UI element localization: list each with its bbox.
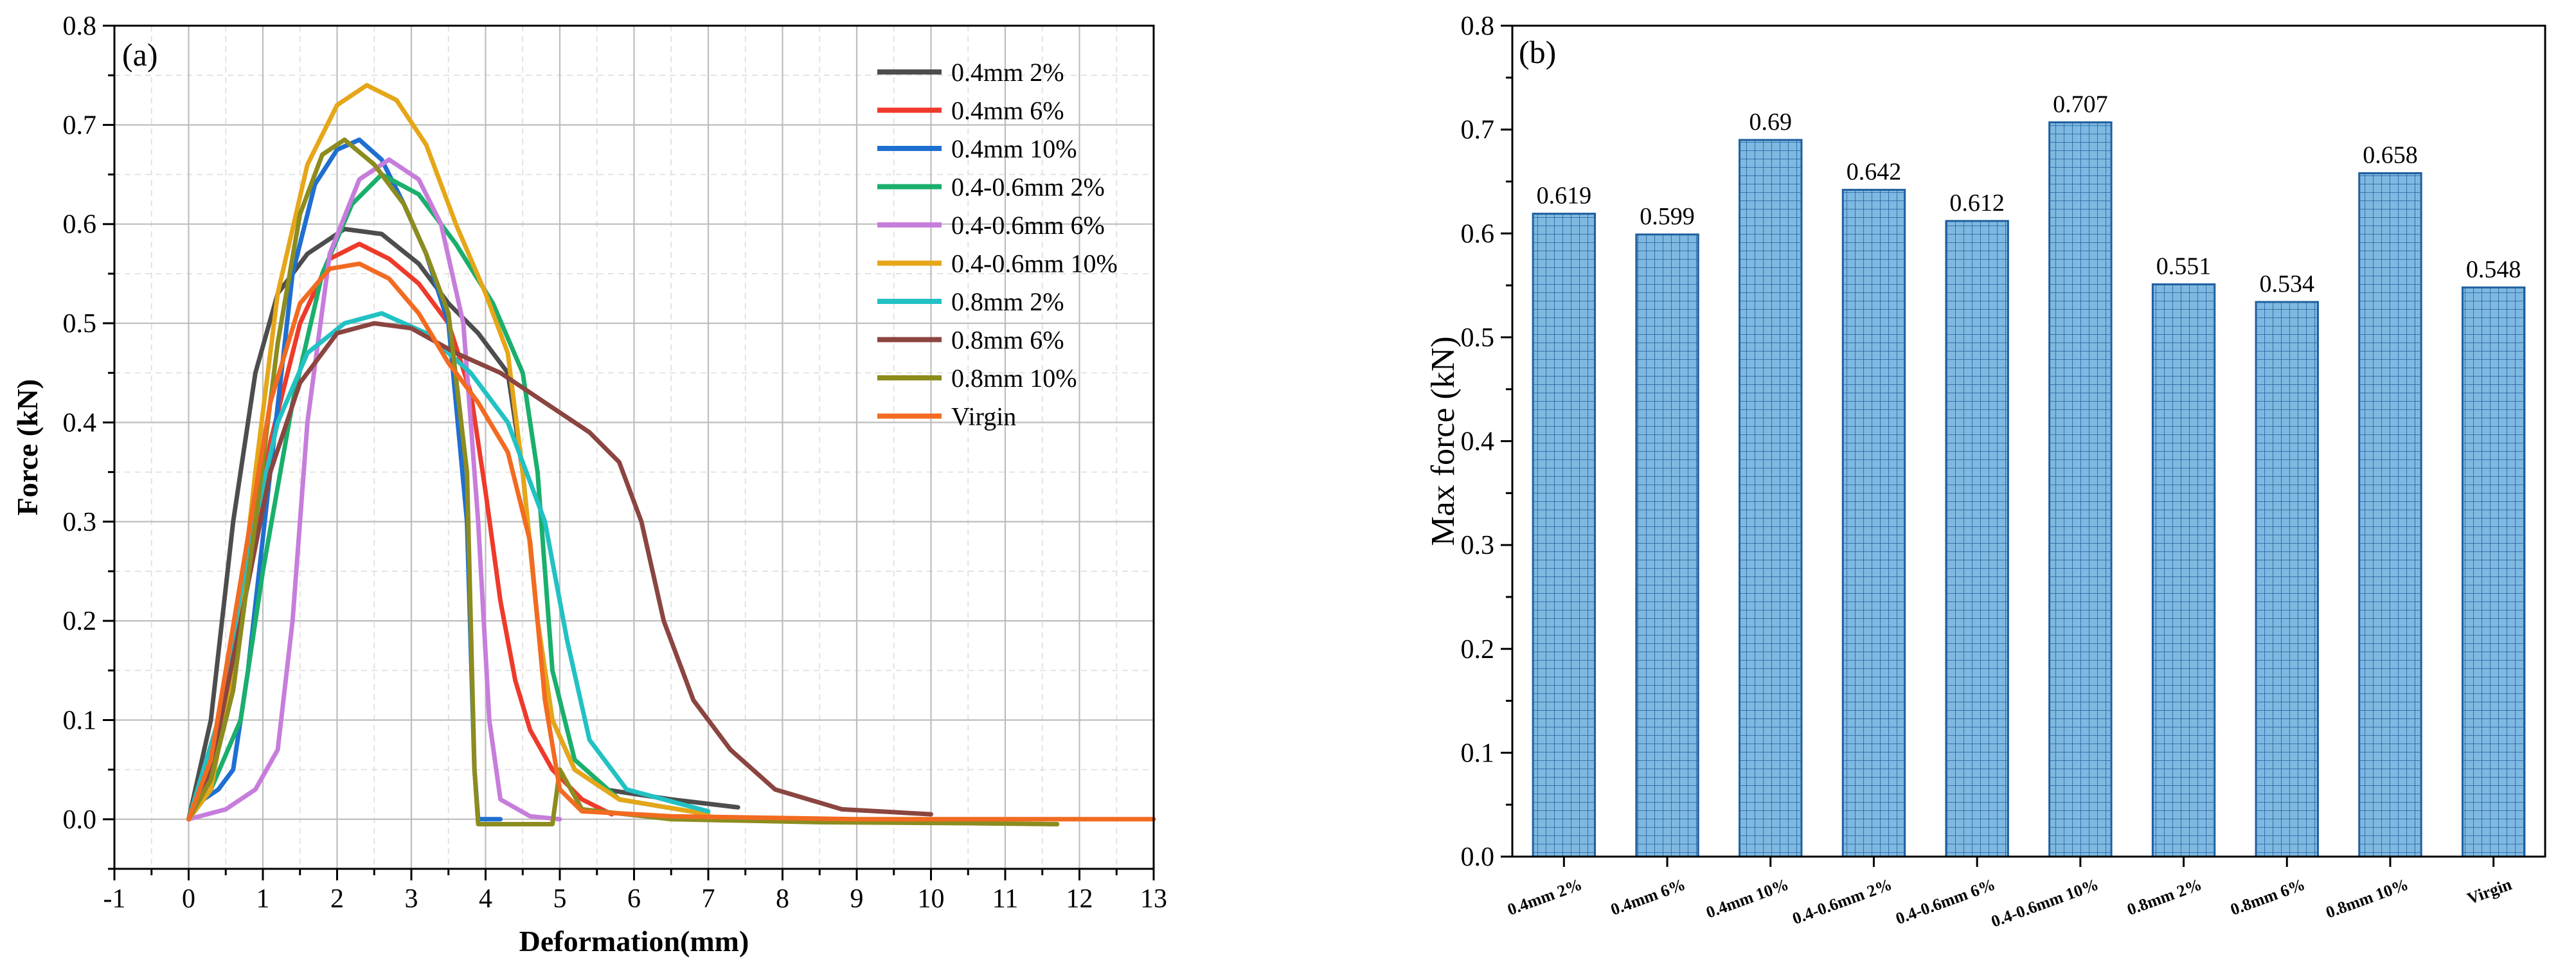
chart-a-x-tick-label: 3 (405, 884, 418, 914)
chart-a-x-tick-label: 8 (776, 884, 789, 914)
chart-b-bars: 0.619 0.599 0.69 0.642 0.612 0.707 0.551 0.534 0… (1532, 91, 2526, 858)
chart-a-y-tick-label: 0.1 (63, 706, 97, 735)
chart-b-bar-2 (1739, 139, 1803, 858)
chart-b-bar-6 (2151, 283, 2216, 858)
chart-b-bar-5 (2048, 121, 2113, 858)
chart-a-series-line-9 (186, 261, 1156, 822)
chart-b-bar-3 (1841, 188, 1906, 858)
chart-b-category-label-8: 0.8mm 10% (2323, 875, 2411, 922)
chart-a-legend-label-6: 0.8mm 2% (951, 287, 1064, 316)
chart-b-value-label-9: 0.548 (2466, 256, 2521, 283)
chart-a-x-tick-label: 10 (918, 884, 945, 914)
chart-a-x-tick-label: 0 (182, 884, 195, 914)
chart-a-x-tick-label: 13 (1140, 884, 1167, 914)
chart-a-y-tick-label: 0.2 (63, 607, 97, 636)
chart-a-y-tick-label: 0.3 (63, 508, 97, 537)
chart-a-legend-label-5: 0.4-0.6mm 10% (951, 249, 1118, 278)
chart-b-y-tick-label: 0.8 (1461, 12, 1495, 41)
chart-a-legend: 0.4mm 2% 0.4mm 6% 0.4mm 10% 0.4-0.6mm 2% 0.4… (877, 58, 1118, 431)
chart-b-value-label-6: 0.551 (2156, 253, 2212, 280)
chart-b-y-tick-label: 0.0 (1461, 842, 1495, 872)
chart-a-y-tick-label: 0.4 (63, 408, 97, 438)
chart-b-value-label-1: 0.599 (1640, 203, 1695, 230)
chart-b-category-label-6: 0.8mm 2% (2125, 875, 2205, 919)
chart-a-legend-label-7: 0.8mm 6% (951, 326, 1064, 355)
chart-a-x-tick-label: 9 (850, 884, 864, 914)
chart-b-category-label-1: 0.4mm 6% (1608, 875, 1688, 919)
chart-a-x-axis-title: Deformation(mm) (519, 925, 749, 958)
chart-b-y-tick-label: 0.4 (1461, 427, 1495, 457)
chart-b-category-label-3: 0.4-0.6mm 2% (1790, 875, 1895, 928)
chart-b-category-label-9: Virgin (2465, 875, 2514, 908)
chart-b-bar-0 (1532, 213, 1597, 858)
chart-a-panel-label: (a) (122, 37, 158, 73)
chart-b-value-label-0: 0.619 (1537, 183, 1592, 209)
chart-a-x-tick-label: 4 (479, 884, 492, 914)
chart-a-y-tick-label: 0.5 (63, 309, 97, 339)
chart-b-bar-1 (1635, 233, 1699, 858)
chart-a-y-tick-label: 0.0 (63, 805, 97, 835)
chart-a-x-tick-label: 2 (330, 884, 344, 914)
chart-b-panel-label: (b) (1519, 34, 1556, 70)
chart-a-force-deformation: -1 0 1 2 3 4 5 6 7 8 9 10 11 12 130.00.10.20.30.40.50.… (11, 12, 1167, 958)
chart-b-y-axis-title: Max force (kN) (1425, 336, 1462, 546)
chart-a-legend-label-1: 0.4mm 6% (951, 96, 1064, 125)
chart-a-series-line-4 (186, 157, 562, 822)
chart-a-y-tick-label: 0.8 (63, 12, 97, 41)
chart-a-x-tick-label: 12 (1066, 884, 1093, 914)
chart-a-legend-label-4: 0.4-0.6mm 6% (951, 211, 1105, 240)
chart-a-y-tick-label: 0.6 (63, 210, 97, 240)
chart-a-x-tick-label: 7 (702, 884, 715, 914)
chart-a-series-line-3 (186, 172, 711, 822)
chart-b-bar-8 (2358, 172, 2422, 858)
chart-a-legend-label-3: 0.4-0.6mm 2% (951, 173, 1105, 202)
chart-b-y-tick-label: 0.3 (1461, 531, 1495, 560)
chart-a-y-axis-title: Force (kN) (11, 379, 44, 515)
chart-a-x-tick-label: 5 (553, 884, 567, 914)
chart-a-curves (186, 83, 1156, 826)
chart-b-bar-9 (2461, 286, 2526, 858)
chart-a-series-line-5 (186, 83, 711, 822)
chart-a-x-tick-label: 6 (627, 884, 641, 914)
chart-b-category-label-4: 0.4-0.6mm 6% (1893, 875, 1998, 928)
chart-b-value-label-4: 0.612 (1949, 190, 2005, 217)
chart-b-category-label-5: 0.4-0.6mm 10% (1989, 875, 2101, 931)
chart-b-value-label-7: 0.534 (2260, 271, 2315, 298)
chart-b-y-tick-label: 0.6 (1461, 219, 1495, 249)
chart-a-legend-label-8: 0.8mm 10% (951, 364, 1077, 393)
chart-b-category-label-0: 0.4mm 2% (1505, 875, 1584, 919)
chart-a-legend-label-2: 0.4mm 10% (951, 134, 1077, 163)
chart-a-ticks: -1 0 1 2 3 4 5 6 7 8 9 10 11 12 130.00.10.20.30.40.50.… (63, 12, 1168, 914)
chart-a-x-tick-label: 1 (256, 884, 270, 914)
chart-b-bar-4 (1945, 220, 2009, 858)
chart-b-y-tick-label: 0.2 (1461, 635, 1495, 664)
chart-b-value-label-5: 0.707 (2053, 91, 2108, 118)
chart-b-value-label-3: 0.642 (1847, 158, 1902, 185)
chart-a-series-line-7 (186, 321, 933, 822)
chart-b-y-tick-label: 0.7 (1461, 116, 1495, 145)
chart-b-max-force: 0.619 0.599 0.69 0.642 0.612 0.707 0.551 0.534 0… (1425, 12, 2546, 931)
chart-b-y-tick-label: 0.1 (1461, 738, 1495, 768)
chart-a-legend-label-9: Virgin (951, 402, 1016, 431)
chart-a-y-tick-label: 0.7 (63, 111, 97, 140)
chart-a-legend-label-0: 0.4mm 2% (951, 58, 1064, 87)
chart-a-x-tick-label: -1 (103, 884, 126, 914)
chart-a-x-tick-label: 11 (992, 884, 1018, 914)
chart-b-value-label-8: 0.658 (2363, 142, 2418, 169)
chart-b-y-tick-label: 0.5 (1461, 323, 1495, 353)
chart-b-category-label-7: 0.8mm 6% (2228, 875, 2307, 919)
chart-a-series-line-8 (186, 138, 1060, 826)
chart-b-category-label-2: 0.4mm 10% (1704, 875, 1791, 922)
chart-b-bar-7 (2255, 301, 2319, 858)
chart-b-value-label-2: 0.69 (1749, 109, 1793, 136)
